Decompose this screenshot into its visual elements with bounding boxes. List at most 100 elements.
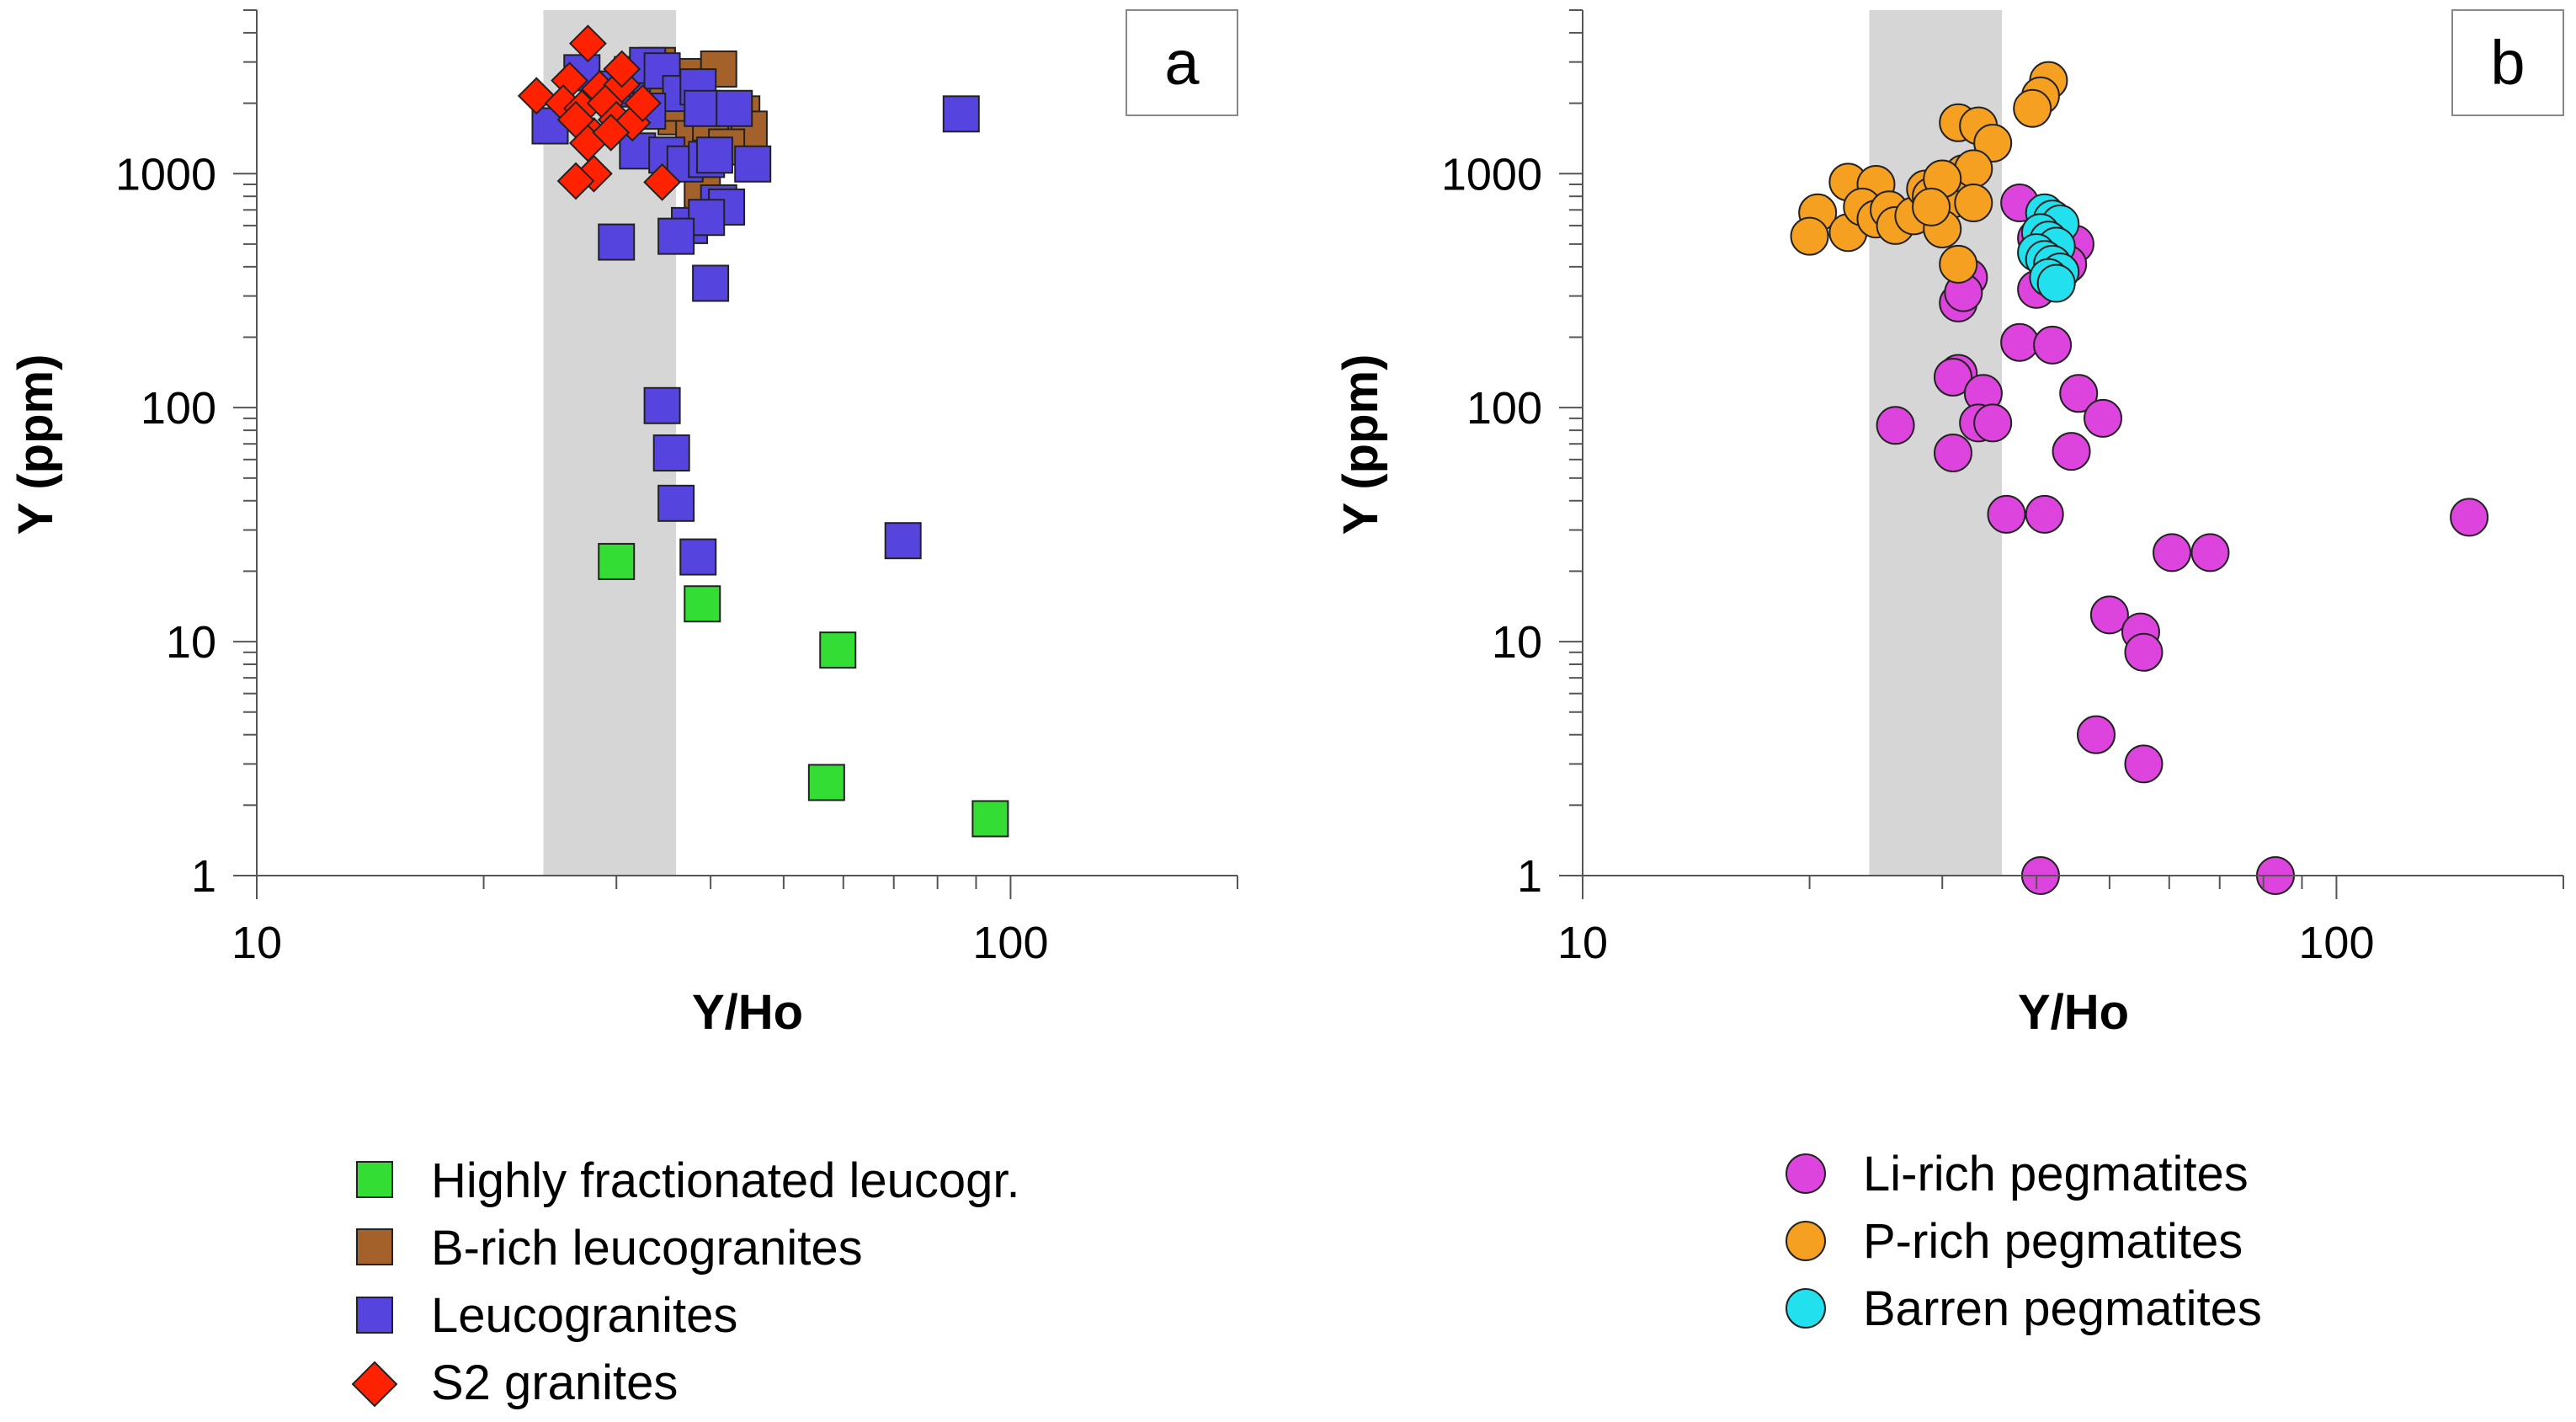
data-point-circle — [2153, 533, 2192, 573]
legend-item-leucogranites: Leucogranites — [356, 1288, 737, 1343]
legend-label: Highly fractionated leucogr. — [431, 1153, 1020, 1208]
data-point-circle — [1954, 183, 1993, 222]
y-axis-label: Y (ppm) — [1333, 354, 1388, 535]
tick-labels: 10 100 1 10 100 1000 — [115, 149, 1049, 968]
data-point-square — [598, 223, 636, 261]
data-point-diamond — [568, 24, 607, 63]
series-s2-granites — [517, 24, 682, 201]
data-points — [517, 24, 1009, 838]
data-point-square — [734, 145, 772, 183]
legend-item-li-rich: Li-rich pegmatites — [1786, 1147, 2249, 1201]
panel-label: a — [1164, 28, 1200, 98]
data-point-circle — [2124, 744, 2164, 784]
data-point-diamond — [556, 162, 595, 200]
data-point-square — [695, 136, 733, 174]
data-point-circle — [2000, 322, 2040, 362]
data-point-circle — [2013, 88, 2052, 128]
data-point-circle — [2124, 632, 2164, 672]
y-tick-label: 1 — [191, 851, 216, 902]
panel-b: 10 100 1 10 100 1000 b Y/Ho Y (ppm) — [1333, 9, 2564, 1040]
data-point-circle — [2190, 533, 2230, 573]
data-point-square — [598, 542, 636, 580]
legend-label: Barren pegmatites — [1863, 1281, 2262, 1336]
axes — [1559, 9, 2564, 899]
x-tick-label: 10 — [1557, 918, 1608, 968]
y-tick-label: 1000 — [1441, 149, 1542, 200]
data-point-circle — [2059, 374, 2099, 413]
legend-marker-circle — [1786, 1221, 1826, 1261]
data-point-square — [819, 631, 857, 669]
legend-b: Li-rich pegmatites P-rich pegmatites Bar… — [1786, 1147, 2262, 1336]
data-point-square — [971, 800, 1009, 838]
data-point-circle — [2077, 715, 2116, 754]
data-point-diamond — [517, 77, 556, 115]
series-p-rich-pegmatites — [1790, 61, 2068, 284]
axes — [233, 9, 1238, 899]
legend-marker-square — [356, 1228, 393, 1265]
data-point-diamond — [643, 162, 682, 201]
panel-label: b — [2490, 28, 2525, 98]
legend-label: Leucogranites — [431, 1288, 737, 1343]
data-point-square — [657, 484, 695, 522]
data-point-diamond — [592, 113, 631, 152]
panel-label-box — [1126, 9, 1238, 116]
x-tick-label: 100 — [2298, 918, 2374, 968]
data-point-diamond — [603, 50, 641, 88]
y-tick-label: 1000 — [115, 149, 216, 200]
data-point-diamond — [623, 84, 662, 123]
legend-item-b-rich: B-rich leucogranites — [356, 1221, 863, 1276]
panel-a: 10 100 1 10 100 1000 a Y/Ho Y (ppm) — [8, 9, 1238, 1040]
data-points — [1790, 61, 2489, 895]
x-tick-label: 100 — [972, 918, 1048, 968]
data-point-circle — [1933, 357, 1972, 397]
x-tick-label: 10 — [232, 918, 282, 968]
data-point-circle — [1939, 244, 1978, 284]
y-tick-label: 1 — [1517, 851, 1542, 902]
data-point-circle — [2052, 432, 2091, 471]
x-axis-label: Y/Ho — [2018, 985, 2129, 1040]
legend-item-s2-granites: S2 granites — [351, 1355, 678, 1410]
y-tick-label: 100 — [1466, 383, 1542, 434]
y-axis-label: Y (ppm) — [8, 354, 63, 535]
data-point-square — [679, 538, 717, 576]
data-point-circle — [2084, 398, 2123, 438]
data-point-circle — [2025, 494, 2064, 534]
tick-labels: 10 100 1 10 100 1000 — [1441, 149, 2375, 968]
y-tick-label: 10 — [166, 617, 216, 668]
x-axis-label: Y/Ho — [692, 985, 803, 1040]
data-point-circle — [2450, 498, 2489, 537]
data-point-square — [684, 585, 721, 623]
legend-label: P-rich pegmatites — [1863, 1214, 2243, 1269]
data-point-square — [657, 217, 695, 255]
legend-item-barren: Barren pegmatites — [1786, 1281, 2262, 1336]
data-point-square — [688, 199, 726, 237]
legend-marker-square — [356, 1297, 393, 1334]
data-point-square — [643, 386, 681, 424]
data-point-square — [684, 89, 721, 127]
data-point-circle — [1912, 187, 1951, 226]
data-point-square — [716, 89, 753, 127]
data-point-circle — [2036, 264, 2076, 303]
data-point-circle — [1876, 406, 1915, 445]
legend-a: Highly fractionated leucogr. B-rich leuc… — [351, 1153, 1020, 1410]
legend-label: Li-rich pegmatites — [1863, 1147, 2249, 1201]
data-point-square — [807, 764, 845, 802]
data-point-square — [942, 95, 980, 133]
legend-label: S2 granites — [431, 1355, 678, 1410]
panel-label-box — [2451, 9, 2564, 116]
legend-marker-circle — [1786, 1153, 1826, 1194]
series-highly-fractionated-leucogr — [598, 542, 1009, 838]
data-point-circle — [1973, 403, 2013, 443]
legend-label: B-rich leucogranites — [431, 1221, 863, 1276]
legend-marker-circle — [1786, 1288, 1826, 1329]
legend-marker-diamond — [351, 1361, 398, 1408]
data-point-circle — [1987, 494, 2026, 534]
data-point-square — [884, 522, 922, 560]
data-point-circle — [2089, 595, 2129, 635]
data-point-circle — [1933, 434, 1972, 473]
legend-item-p-rich: P-rich pegmatites — [1786, 1214, 2243, 1269]
data-point-circle — [2033, 325, 2073, 365]
y-tick-label: 10 — [1492, 617, 1542, 668]
data-point-circle — [1790, 216, 1829, 256]
